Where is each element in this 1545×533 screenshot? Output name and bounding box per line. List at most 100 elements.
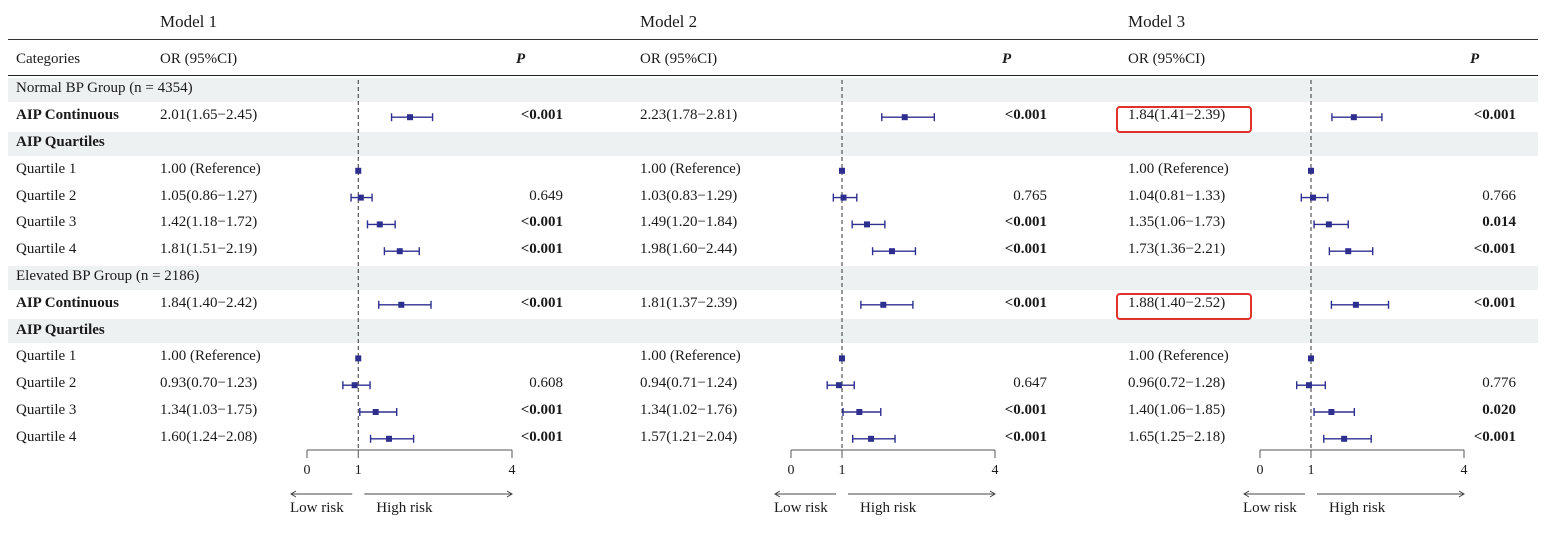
or-value: 1.04(0.81−1.33)	[1128, 187, 1226, 204]
point-estimate	[398, 301, 405, 308]
p-value: <0.001	[1473, 107, 1516, 124]
p-value: <0.001	[520, 241, 563, 258]
model-2-title: Model 2	[640, 12, 698, 31]
or-value: 1.35(1.06−1.73)	[1128, 214, 1226, 231]
x-tick-label: 4	[992, 463, 999, 478]
p-value: <0.001	[1004, 107, 1047, 124]
p-value: <0.001	[1473, 294, 1516, 311]
row-label: Quartile 2	[16, 187, 77, 204]
row-band	[8, 131, 1538, 156]
point-estimate	[355, 355, 362, 362]
p-value: 0.020	[1482, 402, 1516, 418]
x-tick-label: 4	[509, 463, 516, 478]
x-tick-label: 0	[788, 463, 795, 478]
point-estimate	[880, 301, 887, 308]
x-tick-label: 0	[304, 463, 311, 478]
model-2-or-header: OR (95%CI)	[640, 51, 718, 67]
model-3-p-header: P	[1470, 51, 1480, 67]
x-tick-label: 0	[1257, 463, 1264, 478]
p-value: 0.014	[1482, 214, 1516, 231]
point-estimate	[1308, 355, 1314, 362]
or-value: 0.93(0.70−1.23)	[160, 375, 258, 392]
highlight-box	[1116, 293, 1252, 321]
x-tick-label: 1	[839, 463, 846, 478]
p-value: <0.001	[1004, 402, 1047, 418]
point-estimate	[1305, 382, 1312, 389]
or-value: 1.84(1.40−2.42)	[160, 294, 258, 311]
point-estimate	[396, 248, 403, 255]
or-value: 1.40(1.06−1.85)	[1128, 402, 1226, 418]
model-1-or-header: OR (95%CI)	[160, 51, 238, 67]
group-label: Elevated BP Group (n = 2186)	[16, 268, 200, 284]
point-estimate	[376, 221, 383, 228]
p-value: <0.001	[520, 214, 563, 231]
or-value: 1.60(1.24−2.08)	[160, 428, 258, 445]
point-estimate	[1328, 409, 1335, 415]
p-value: 0.776	[1482, 375, 1516, 392]
high-risk-arrow	[1317, 490, 1465, 498]
or-value: 1.65(1.25−2.18)	[1128, 428, 1226, 445]
point-estimate	[888, 248, 895, 255]
p-value: 0.766	[1482, 187, 1516, 204]
p-value: 0.765	[1013, 187, 1047, 204]
point-estimate	[901, 114, 908, 121]
point-estimate	[863, 221, 870, 228]
or-value: 1.00 (Reference)	[1128, 160, 1229, 177]
point-estimate	[856, 409, 863, 415]
p-value: <0.001	[1004, 241, 1047, 258]
row-band	[8, 319, 1538, 344]
p-value: <0.001	[1004, 294, 1047, 311]
point-estimate	[1352, 301, 1359, 308]
low-risk-label: Low risk	[1243, 500, 1297, 516]
point-estimate	[372, 409, 379, 415]
point-estimate	[835, 382, 842, 389]
p-value: 0.647	[1013, 375, 1047, 392]
point-estimate	[407, 114, 414, 121]
p-value: <0.001	[520, 402, 563, 418]
model-2-p-header: P	[1002, 51, 1012, 67]
point-estimate	[1350, 114, 1357, 121]
point-estimate	[1345, 248, 1352, 255]
x-tick-label: 1	[355, 463, 362, 478]
or-value: 0.96(0.72−1.28)	[1128, 375, 1226, 392]
or-value: 1.00 (Reference)	[160, 160, 261, 177]
row-label: Quartile 4	[16, 428, 77, 445]
point-estimate	[1308, 167, 1314, 174]
model-1-title: Model 1	[160, 12, 218, 31]
or-value: 1.00 (Reference)	[640, 348, 741, 365]
x-tick-label: 1	[1308, 463, 1315, 478]
p-value: <0.001	[520, 107, 563, 124]
top-rule	[8, 39, 1538, 40]
or-value: 1.34(1.02−1.76)	[640, 402, 738, 418]
or-value: 1.05(0.86−1.27)	[160, 187, 258, 204]
row-label: AIP Continuous	[16, 107, 119, 124]
high-risk-arrow	[364, 490, 513, 498]
group-label: AIP Quartiles	[16, 321, 105, 338]
or-value: 2.01(1.65−2.45)	[160, 107, 258, 124]
or-value: 1.03(0.83−1.29)	[640, 187, 738, 204]
or-value: 0.94(0.71−1.24)	[640, 375, 738, 392]
row-band	[8, 78, 1538, 102]
or-value: 1.73(1.36−2.21)	[1128, 241, 1226, 258]
p-value: <0.001	[1473, 428, 1516, 445]
model-3-title: Model 3	[1128, 12, 1186, 31]
highlight-box	[1116, 105, 1252, 133]
p-value: 0.649	[529, 187, 563, 204]
row-label: Quartile 4	[16, 241, 77, 258]
or-value: 1.34(1.03−1.75)	[160, 402, 258, 418]
model-1-p-header: P	[516, 51, 526, 67]
or-value: 1.81(1.51−2.19)	[160, 241, 258, 258]
point-estimate	[355, 167, 362, 174]
row-label: Quartile 2	[16, 375, 77, 392]
or-value: 1.49(1.20−1.84)	[640, 214, 738, 231]
p-value: <0.001	[520, 428, 563, 445]
point-estimate	[386, 435, 392, 442]
or-value: 2.23(1.78−2.81)	[640, 107, 738, 124]
row-label: Quartile 3	[16, 402, 77, 418]
point-estimate	[357, 194, 364, 201]
p-value: <0.001	[1473, 241, 1516, 258]
or-value: 1.98(1.60−2.44)	[640, 241, 738, 258]
low-risk-arrow	[1243, 490, 1305, 498]
row-band	[8, 265, 1538, 290]
row-label: Quartile 1	[16, 348, 77, 365]
